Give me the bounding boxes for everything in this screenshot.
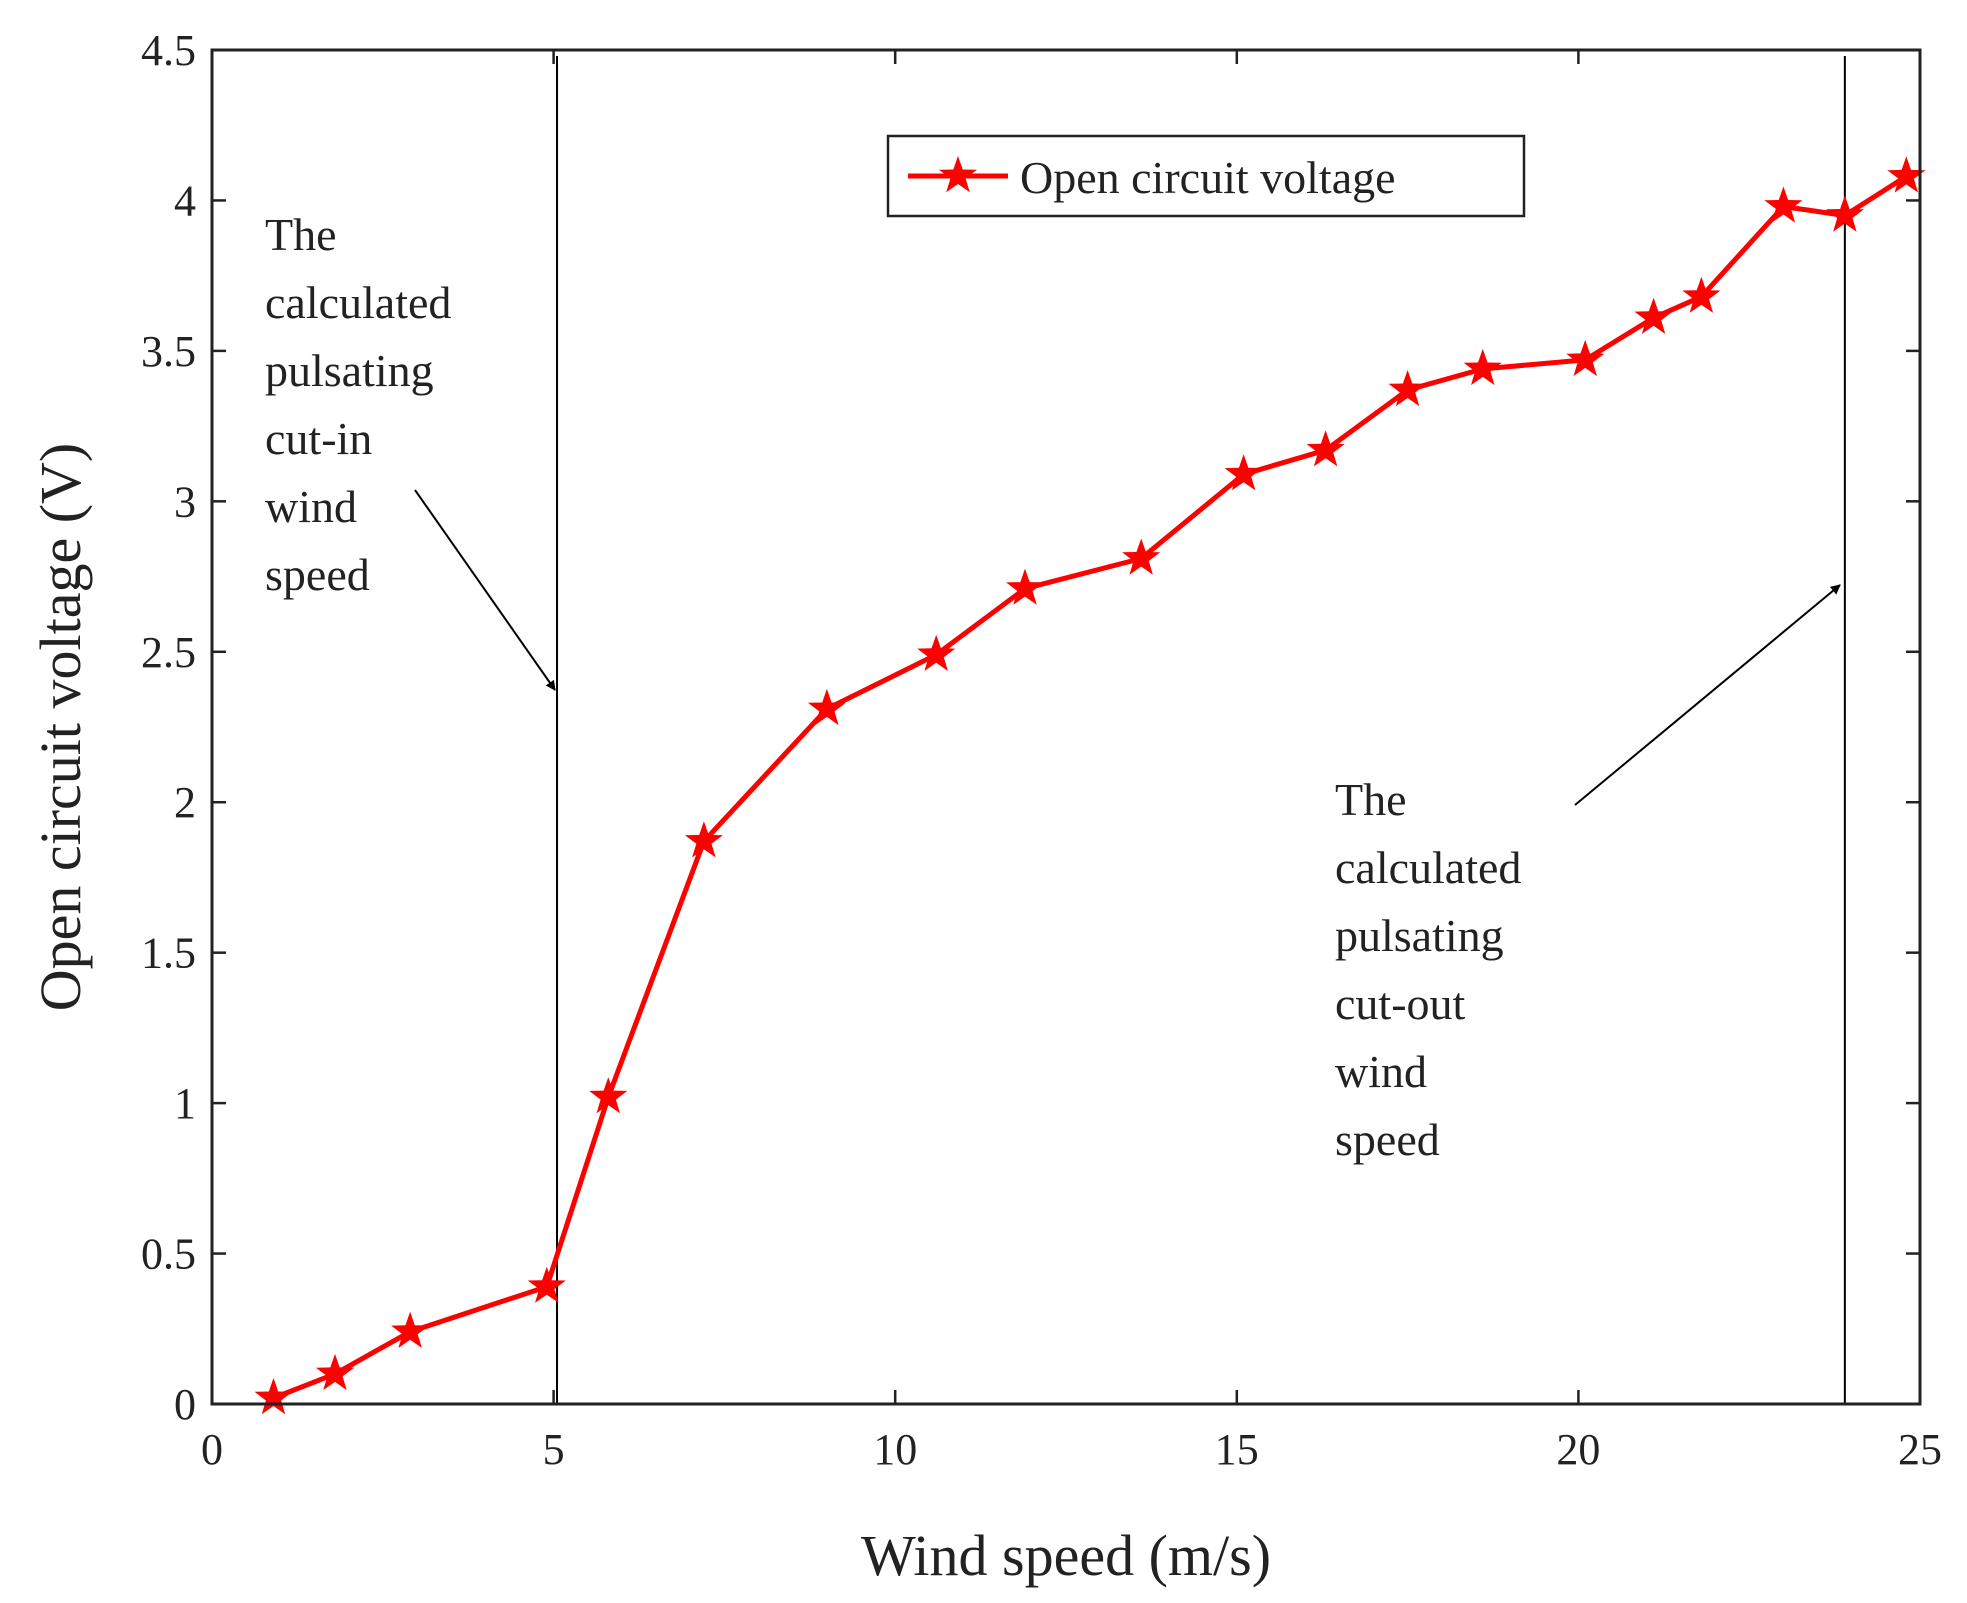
cut-in-annotation: The calculated pulsating cut-in wind speed xyxy=(265,209,451,600)
data-point xyxy=(1634,297,1673,334)
annotation-line: wind xyxy=(1335,1046,1427,1097)
y-tick-label: 1 xyxy=(174,1079,196,1128)
x-tick-label: 0 xyxy=(201,1425,223,1474)
data-point xyxy=(1224,454,1263,491)
data-point xyxy=(1887,156,1926,193)
data-point xyxy=(1825,195,1864,232)
y-tick-label: 1.5 xyxy=(141,929,196,978)
data-point xyxy=(1764,186,1803,223)
annotation-line: The xyxy=(1335,774,1407,825)
annotation-line: wind xyxy=(265,481,357,532)
series-line xyxy=(272,174,1908,1401)
data-point xyxy=(917,634,956,671)
cut-out-annotation: The calculated pulsating cut-out wind speed xyxy=(1335,774,1521,1165)
cut-in-arrow xyxy=(414,489,556,691)
x-tick-label: 5 xyxy=(543,1425,565,1474)
y-tick-label: 2 xyxy=(174,778,196,827)
annotation-line: speed xyxy=(265,549,370,600)
data-point xyxy=(1566,339,1605,377)
annotation-line: speed xyxy=(1335,1114,1440,1165)
annotation-line: The xyxy=(265,209,337,260)
x-tick-label: 15 xyxy=(1215,1425,1259,1474)
data-point xyxy=(684,821,723,858)
y-axis-title: Open circuit voltage (V) xyxy=(28,443,93,1012)
annotation-line: calculated xyxy=(265,277,451,328)
y-tick-label: 4 xyxy=(174,176,196,225)
legend-label: Open circuit voltage xyxy=(1020,152,1396,203)
legend-box xyxy=(886,134,1526,218)
data-point xyxy=(391,1311,430,1348)
data-point xyxy=(1306,430,1345,467)
data-point xyxy=(1682,276,1721,313)
annotation-line: cut-in xyxy=(265,413,372,464)
cut-out-arrow xyxy=(1574,584,1841,806)
annotation-line: pulsating xyxy=(265,345,434,396)
data-point xyxy=(527,1266,566,1303)
x-tick-label: 10 xyxy=(873,1425,917,1474)
x-tick-label: 25 xyxy=(1898,1425,1942,1474)
data-point xyxy=(1388,370,1427,407)
y-tick-label: 0.5 xyxy=(141,1230,196,1279)
legend: Open circuit voltage xyxy=(886,134,1526,218)
legend-marker xyxy=(939,156,977,193)
annotation-line: calculated xyxy=(1335,842,1521,893)
data-point xyxy=(1006,568,1044,605)
data-point xyxy=(316,1353,354,1391)
y-tick-label: 3.5 xyxy=(141,327,196,376)
data-point xyxy=(807,688,846,726)
plot-frame xyxy=(210,48,1922,1406)
data-point xyxy=(1122,538,1161,575)
y-tick-label: 0 xyxy=(174,1380,196,1429)
y-tick-label: 2.5 xyxy=(141,628,196,677)
plot-background xyxy=(212,50,1920,1404)
data-point xyxy=(589,1077,628,1114)
annotation-line: pulsating xyxy=(1335,910,1504,961)
annotation-line: cut-out xyxy=(1335,978,1466,1029)
y-tick-label: 4.5 xyxy=(141,26,196,75)
y-tick-label: 3 xyxy=(174,477,196,526)
x-axis-title: Wind speed (m/s) xyxy=(861,1523,1271,1588)
data-point xyxy=(254,1378,293,1415)
data-point xyxy=(1463,348,1502,386)
x-tick-label: 20 xyxy=(1556,1425,1600,1474)
